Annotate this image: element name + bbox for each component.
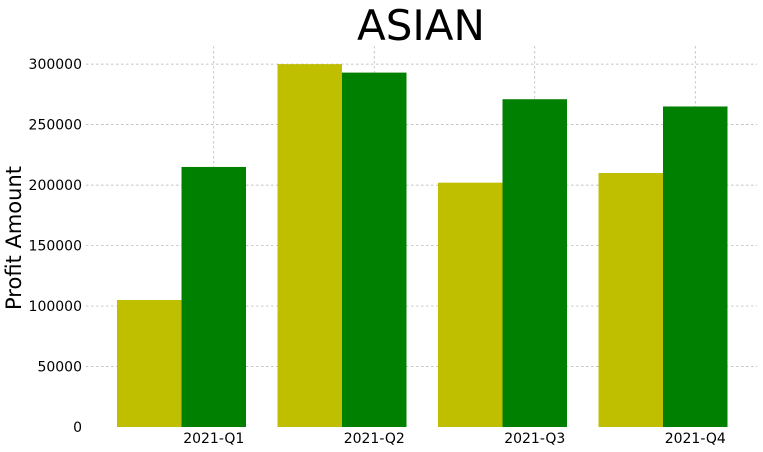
x-tick-label: 2021-Q1 xyxy=(183,431,244,447)
y-axis-ticks: 0 50000 100000 150000 200000 250000 300000 xyxy=(29,57,82,436)
bars xyxy=(117,64,728,428)
bar-series-2-2021-Q3 xyxy=(502,99,567,427)
y-tick-label: 150000 xyxy=(29,239,82,255)
y-axis-label: Profit Amount xyxy=(2,166,26,310)
y-tick-label: 0 xyxy=(73,420,82,436)
bar-series-1-2021-Q1 xyxy=(117,300,182,427)
x-axis-ticks: 2021-Q1 2021-Q2 2021-Q3 2021-Q4 xyxy=(183,431,726,447)
y-tick-label: 50000 xyxy=(37,360,82,376)
bar-series-1-2021-Q2 xyxy=(277,64,342,428)
bar-series-1-2021-Q3 xyxy=(438,182,503,427)
y-tick-label: 250000 xyxy=(29,118,82,134)
x-tick-label: 2021-Q2 xyxy=(344,431,405,447)
bar-series-2-2021-Q1 xyxy=(181,166,246,427)
bar-series-2-2021-Q4 xyxy=(663,106,728,427)
y-tick-label: 200000 xyxy=(29,178,82,194)
x-tick-label: 2021-Q4 xyxy=(665,431,726,447)
y-tick-label: 100000 xyxy=(29,299,82,315)
y-tick-label: 300000 xyxy=(29,57,82,73)
chart-title: ASIAN xyxy=(357,1,485,50)
x-tick-label: 2021-Q3 xyxy=(504,431,565,447)
bar-series-2-2021-Q2 xyxy=(342,72,407,427)
bar-series-1-2021-Q4 xyxy=(598,173,663,427)
